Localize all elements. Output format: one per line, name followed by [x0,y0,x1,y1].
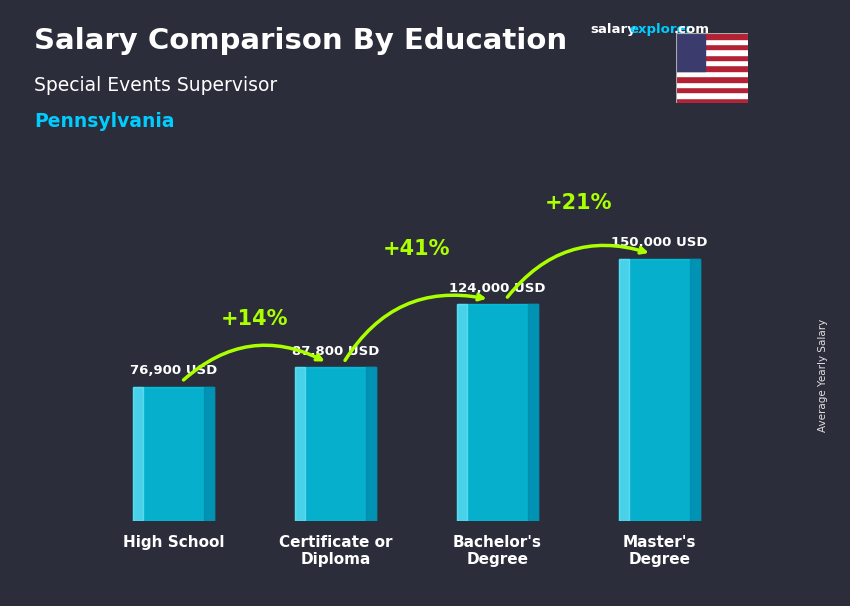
Bar [676,33,705,71]
Bar [295,367,376,521]
Text: Salary Comparison By Education: Salary Comparison By Education [34,27,567,55]
Text: 76,900 USD: 76,900 USD [130,364,217,377]
Bar [676,50,748,55]
Bar [676,92,748,98]
Text: Special Events Supervisor: Special Events Supervisor [34,76,277,95]
Text: 87,800 USD: 87,800 USD [292,345,379,358]
Bar [619,259,629,521]
Bar [676,71,748,76]
Bar [676,65,748,71]
Text: explorer: explorer [629,23,692,36]
Text: +14%: +14% [221,308,288,328]
Text: +21%: +21% [545,193,612,213]
Bar [676,76,748,82]
Bar [619,259,700,521]
Bar [676,44,748,50]
Bar [133,387,214,521]
Bar [366,367,376,521]
Bar [676,33,748,39]
Text: Average Yearly Salary: Average Yearly Salary [818,319,828,432]
Bar [295,367,304,521]
Bar [457,304,467,521]
Bar [204,387,214,521]
Text: 124,000 USD: 124,000 USD [450,282,546,295]
Bar [676,39,748,44]
Bar [529,304,538,521]
Text: salary: salary [591,23,637,36]
Bar [457,304,538,521]
Bar [690,259,700,521]
Text: 150,000 USD: 150,000 USD [611,236,708,249]
Bar [133,387,143,521]
Text: +41%: +41% [382,239,450,259]
Text: .com: .com [674,23,710,36]
Bar [676,98,748,103]
Bar [676,87,748,92]
Bar [676,60,748,65]
Bar [676,82,748,87]
Text: Pennsylvania: Pennsylvania [34,112,174,131]
Bar [676,55,748,60]
